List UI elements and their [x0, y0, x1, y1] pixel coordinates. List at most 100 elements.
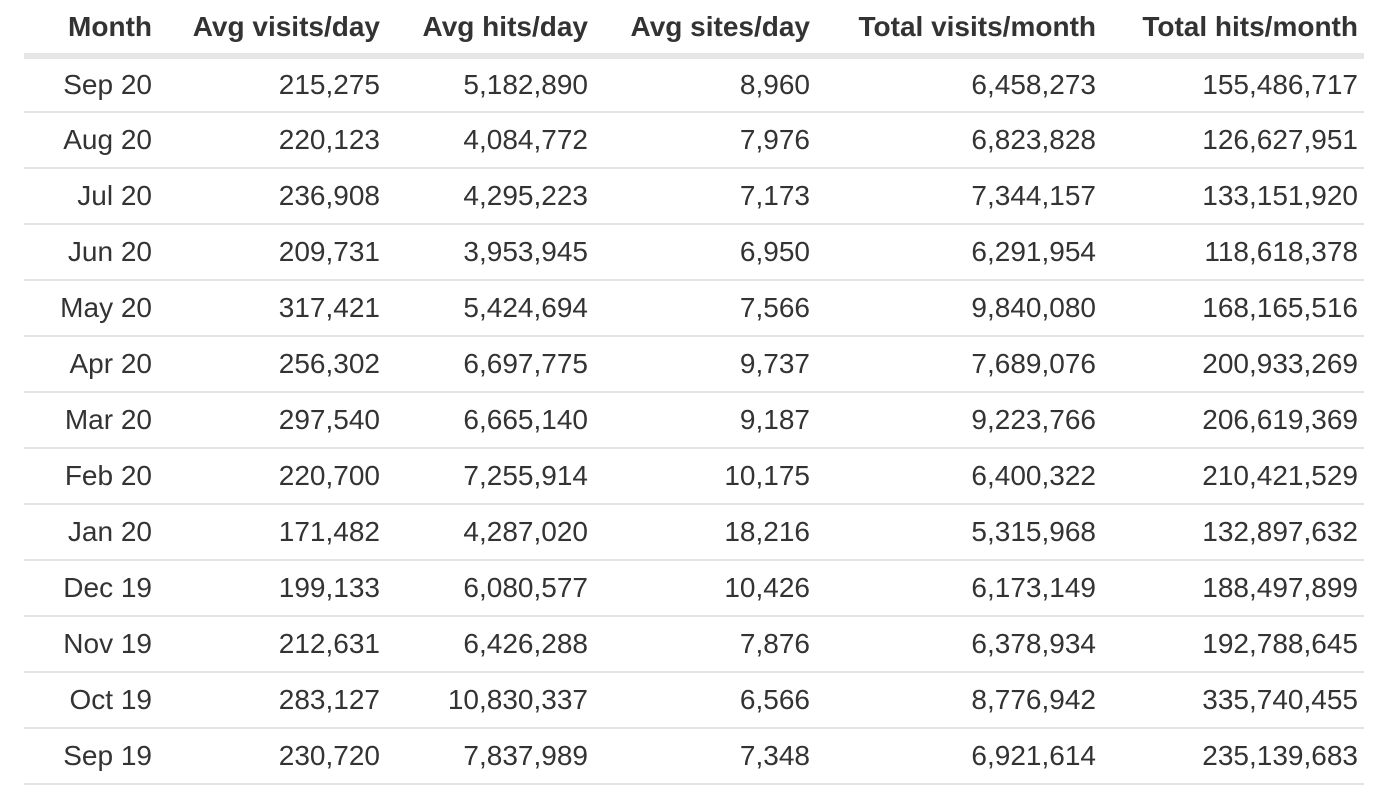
- cell-total-visits-month: 7,344,157: [816, 168, 1102, 225]
- table-row: Feb 20 220,700 7,255,914 10,175 6,400,322 210…: [24, 448, 1364, 505]
- cell-avg-hits-day: 6,665,140: [386, 392, 594, 449]
- cell-total-visits-month: 6,458,273: [816, 56, 1102, 113]
- cell-total-visits-month: 6,378,934: [816, 616, 1102, 673]
- header-row: Month Avg visits/day Avg hits/day Avg si…: [24, 0, 1364, 59]
- cell-total-visits-month: 6,400,322: [816, 448, 1102, 505]
- cell-avg-hits-day: 5,182,890: [386, 56, 594, 113]
- cell-avg-visits-day: 297,540: [164, 392, 386, 449]
- table-body: Sep 20 215,275 5,182,890 8,960 6,458,273 155,…: [24, 56, 1364, 785]
- header-month: Month: [24, 0, 164, 59]
- cell-total-visits-month: 8,776,942: [816, 672, 1102, 729]
- cell-month: Aug 20: [24, 112, 164, 169]
- cell-avg-hits-day: 4,287,020: [386, 504, 594, 561]
- cell-avg-sites-day: 9,187: [594, 392, 816, 449]
- cell-avg-sites-day: 18,216: [594, 504, 816, 561]
- table-header: Month Avg visits/day Avg hits/day Avg si…: [24, 0, 1364, 59]
- cell-avg-hits-day: 6,697,775: [386, 336, 594, 393]
- cell-total-hits-month: 168,165,516: [1102, 280, 1364, 337]
- cell-total-hits-month: 118,618,378: [1102, 224, 1364, 281]
- header-avg-visits-day: Avg visits/day: [164, 0, 386, 59]
- cell-avg-visits-day: 212,631: [164, 616, 386, 673]
- cell-total-hits-month: 133,151,920: [1102, 168, 1364, 225]
- header-total-hits-month: Total hits/month: [1102, 0, 1364, 59]
- cell-avg-visits-day: 220,123: [164, 112, 386, 169]
- cell-total-visits-month: 6,291,954: [816, 224, 1102, 281]
- cell-avg-sites-day: 6,566: [594, 672, 816, 729]
- table-row: Sep 20 215,275 5,182,890 8,960 6,458,273 155,…: [24, 56, 1364, 113]
- cell-month: Feb 20: [24, 448, 164, 505]
- cell-total-visits-month: 6,921,614: [816, 728, 1102, 785]
- cell-month: Apr 20: [24, 336, 164, 393]
- cell-total-hits-month: 200,933,269: [1102, 336, 1364, 393]
- cell-avg-hits-day: 4,084,772: [386, 112, 594, 169]
- cell-avg-sites-day: 10,426: [594, 560, 816, 617]
- table-row: Jul 20 236,908 4,295,223 7,173 7,344,157 133,…: [24, 168, 1364, 225]
- table-row: Nov 19 212,631 6,426,288 7,876 6,378,934 192,…: [24, 616, 1364, 673]
- cell-month: Mar 20: [24, 392, 164, 449]
- cell-avg-hits-day: 4,295,223: [386, 168, 594, 225]
- cell-month: Sep 20: [24, 56, 164, 113]
- cell-month: Jan 20: [24, 504, 164, 561]
- cell-total-visits-month: 9,840,080: [816, 280, 1102, 337]
- cell-avg-sites-day: 9,737: [594, 336, 816, 393]
- cell-avg-sites-day: 7,173: [594, 168, 816, 225]
- cell-avg-sites-day: 7,348: [594, 728, 816, 785]
- cell-total-visits-month: 9,223,766: [816, 392, 1102, 449]
- table-row: Sep 19 230,720 7,837,989 7,348 6,921,614 235,…: [24, 728, 1364, 785]
- cell-avg-hits-day: 5,424,694: [386, 280, 594, 337]
- header-total-visits-month: Total visits/month: [816, 0, 1102, 59]
- cell-month: Oct 19: [24, 672, 164, 729]
- cell-avg-visits-day: 215,275: [164, 56, 386, 113]
- table-row: Apr 20 256,302 6,697,775 9,737 7,689,076 200,…: [24, 336, 1364, 393]
- cell-total-hits-month: 132,897,632: [1102, 504, 1364, 561]
- header-avg-sites-day: Avg sites/day: [594, 0, 816, 59]
- cell-total-visits-month: 5,315,968: [816, 504, 1102, 561]
- cell-avg-sites-day: 6,950: [594, 224, 816, 281]
- cell-total-hits-month: 155,486,717: [1102, 56, 1364, 113]
- cell-avg-visits-day: 230,720: [164, 728, 386, 785]
- cell-total-hits-month: 210,421,529: [1102, 448, 1364, 505]
- cell-avg-visits-day: 236,908: [164, 168, 386, 225]
- cell-avg-sites-day: 7,876: [594, 616, 816, 673]
- table-row: Dec 19 199,133 6,080,577 10,426 6,173,149 188…: [24, 560, 1364, 617]
- cell-total-hits-month: 126,627,951: [1102, 112, 1364, 169]
- cell-avg-sites-day: 10,175: [594, 448, 816, 505]
- table-row: Jun 20 209,731 3,953,945 6,950 6,291,954 118,…: [24, 224, 1364, 281]
- cell-avg-hits-day: 3,953,945: [386, 224, 594, 281]
- cell-avg-visits-day: 317,421: [164, 280, 386, 337]
- cell-avg-visits-day: 171,482: [164, 504, 386, 561]
- table-row: May 20 317,421 5,424,694 7,566 9,840,080 168,…: [24, 280, 1364, 337]
- cell-total-hits-month: 188,497,899: [1102, 560, 1364, 617]
- cell-avg-hits-day: 7,255,914: [386, 448, 594, 505]
- cell-avg-sites-day: 8,960: [594, 56, 816, 113]
- cell-avg-sites-day: 7,566: [594, 280, 816, 337]
- cell-total-hits-month: 335,740,455: [1102, 672, 1364, 729]
- cell-total-visits-month: 7,689,076: [816, 336, 1102, 393]
- table-row: Mar 20 297,540 6,665,140 9,187 9,223,766 206,…: [24, 392, 1364, 449]
- cell-avg-hits-day: 6,080,577: [386, 560, 594, 617]
- cell-avg-visits-day: 209,731: [164, 224, 386, 281]
- cell-avg-visits-day: 199,133: [164, 560, 386, 617]
- cell-avg-visits-day: 256,302: [164, 336, 386, 393]
- cell-total-hits-month: 235,139,683: [1102, 728, 1364, 785]
- table-row: Aug 20 220,123 4,084,772 7,976 6,823,828 126,…: [24, 112, 1364, 169]
- cell-month: Dec 19: [24, 560, 164, 617]
- cell-month: May 20: [24, 280, 164, 337]
- cell-month: Nov 19: [24, 616, 164, 673]
- cell-month: Jul 20: [24, 168, 164, 225]
- cell-total-visits-month: 6,823,828: [816, 112, 1102, 169]
- stats-table-container: Month Avg visits/day Avg hits/day Avg si…: [24, 0, 1364, 785]
- cell-avg-hits-day: 6,426,288: [386, 616, 594, 673]
- cell-month: Sep 19: [24, 728, 164, 785]
- cell-avg-visits-day: 283,127: [164, 672, 386, 729]
- table-row: Oct 19 283,127 10,830,337 6,566 8,776,942 335…: [24, 672, 1364, 729]
- cell-avg-hits-day: 7,837,989: [386, 728, 594, 785]
- cell-avg-visits-day: 220,700: [164, 448, 386, 505]
- header-avg-hits-day: Avg hits/day: [386, 0, 594, 59]
- cell-avg-sites-day: 7,976: [594, 112, 816, 169]
- cell-avg-hits-day: 10,830,337: [386, 672, 594, 729]
- cell-month: Jun 20: [24, 224, 164, 281]
- cell-total-hits-month: 192,788,645: [1102, 616, 1364, 673]
- monthly-stats-table: Month Avg visits/day Avg hits/day Avg si…: [24, 0, 1364, 785]
- table-row: Jan 20 171,482 4,287,020 18,216 5,315,968 132…: [24, 504, 1364, 561]
